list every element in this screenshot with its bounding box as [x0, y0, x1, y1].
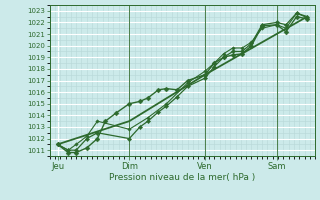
X-axis label: Pression niveau de la mer( hPa ): Pression niveau de la mer( hPa ) — [109, 173, 256, 182]
